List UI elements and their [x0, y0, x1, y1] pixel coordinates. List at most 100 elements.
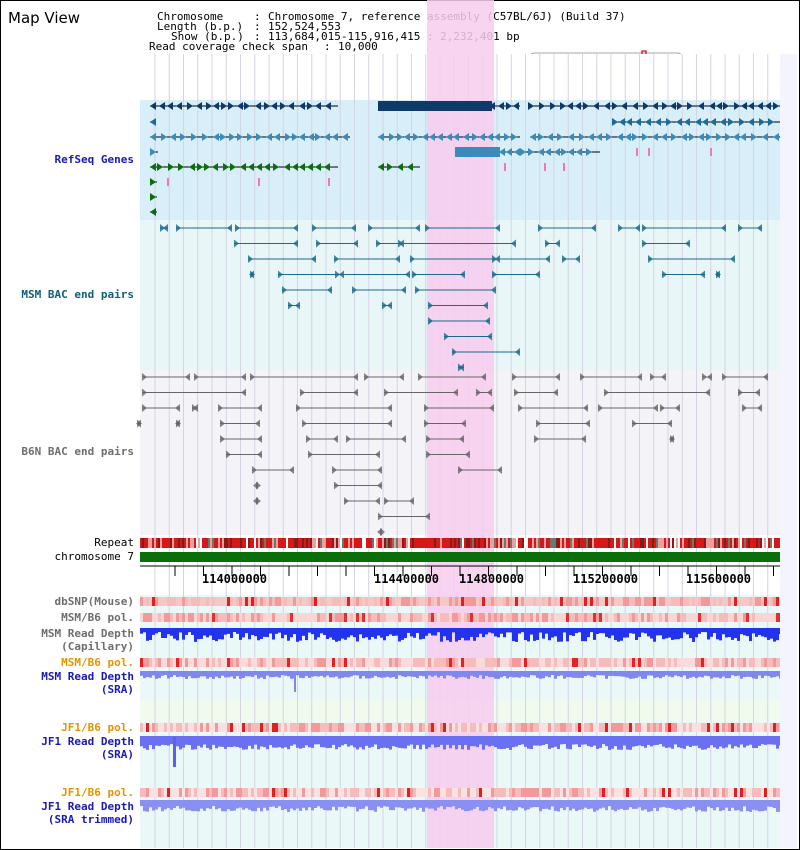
heat-cell	[761, 658, 764, 667]
track-label-msm-b6-pol[interactable]: MSM/B6 pol.	[61, 611, 134, 624]
heat-cell	[401, 597, 404, 606]
repeat-track[interactable]	[140, 538, 780, 548]
heat-cell	[545, 723, 548, 732]
bac-end	[487, 388, 492, 397]
heat-cell	[422, 658, 425, 667]
heat-cell	[467, 613, 470, 622]
depth-bar	[665, 736, 668, 748]
depth-bar	[374, 800, 377, 812]
heat-cell	[755, 788, 758, 797]
heat-cell	[533, 613, 536, 622]
heat-cell	[212, 723, 215, 732]
track-label-jf1-depth-trimmed[interactable]: JF1 Read Depth	[41, 800, 134, 813]
heat-cell	[182, 723, 185, 732]
depth-bar	[329, 628, 332, 638]
depth-bar	[737, 736, 740, 748]
repeat-segment	[652, 538, 654, 548]
depth-bar	[587, 800, 590, 810]
heat-cell	[347, 788, 350, 797]
bac-end	[218, 404, 223, 412]
heat-cell	[650, 788, 653, 797]
track-label-jf1-b6-pol[interactable]: JF1/B6 pol.	[61, 721, 134, 734]
gene-exon	[604, 102, 610, 110]
track-label-msm-bac[interactable]: MSM BAC end pairs	[21, 288, 134, 301]
repeat-segment	[528, 538, 530, 548]
depth-tracks[interactable]	[140, 628, 782, 812]
heat-cell	[515, 613, 518, 622]
heat-cell	[548, 597, 551, 606]
depth-bar	[191, 671, 194, 679]
bac-end	[424, 404, 429, 412]
heat-cell	[725, 723, 728, 732]
track-label-jf1-depth-sra[interactable]: JF1 Read Depth	[41, 735, 134, 748]
bac-end	[160, 224, 165, 232]
depth-bar	[341, 800, 344, 807]
repeat-segment	[368, 538, 370, 548]
depth-bar	[287, 736, 290, 750]
track-label-jf1-b6-pol-2[interactable]: JF1/B6 pol.	[61, 786, 134, 799]
depth-bar	[428, 628, 431, 634]
gene-marker	[563, 163, 565, 171]
heat-cell	[242, 723, 245, 732]
track-label-msm-depth-sra[interactable]: MSM Read Depth	[41, 670, 134, 683]
heat-cell	[155, 658, 158, 667]
gene-exon	[762, 133, 768, 141]
heat-cell	[764, 723, 767, 732]
depth-bar	[347, 628, 350, 638]
msm-bac-pairs[interactable]	[160, 224, 762, 372]
depth-bar	[389, 671, 392, 678]
heat-cell	[743, 788, 746, 797]
heat-cell	[251, 658, 254, 667]
gene-exon	[676, 118, 682, 126]
heat-cell	[209, 597, 212, 606]
heat-cell	[278, 597, 281, 606]
depth-bar	[431, 671, 434, 677]
heat-cell	[557, 723, 560, 732]
depth-bar	[410, 628, 413, 637]
heat-cell	[365, 788, 368, 797]
refseq-gene-rows[interactable]	[150, 101, 780, 216]
depth-bar	[725, 628, 728, 638]
depth-bar	[227, 628, 230, 634]
gene-exon	[472, 133, 478, 141]
track-label-refseq[interactable]: RefSeq Genes	[54, 153, 134, 166]
track-label-msm-b6-pol-2[interactable]: MSM/B6 pol.	[61, 656, 134, 669]
heat-cell	[767, 723, 770, 732]
heat-cell	[575, 613, 578, 622]
heat-cell	[266, 788, 269, 797]
bac-end	[514, 388, 519, 397]
chromosome-bar[interactable]	[140, 552, 780, 562]
gene-exon	[720, 118, 726, 126]
depth-bar	[566, 800, 569, 808]
b6n-bac-pairs[interactable]	[136, 373, 768, 536]
depth-bar	[563, 736, 566, 745]
gene-exon	[264, 163, 270, 171]
heat-cell	[653, 658, 656, 667]
depth-bar	[533, 736, 536, 746]
depth-bar	[587, 736, 590, 747]
depth-bar	[749, 628, 752, 642]
heat-cell	[563, 788, 566, 797]
depth-bar	[683, 671, 686, 676]
gene-exon	[494, 133, 500, 141]
heat-cell	[689, 788, 692, 797]
bac-end	[555, 239, 560, 248]
heat-cell	[722, 788, 725, 797]
heat-cell	[371, 597, 374, 606]
heat-cell	[599, 658, 602, 667]
track-label-msm-depth-capillary[interactable]: MSM Read Depth	[41, 627, 134, 640]
track-label-dbsnp[interactable]: dbSNP(Mouse)	[54, 595, 134, 608]
heat-cell	[242, 597, 245, 606]
heat-cell	[152, 788, 155, 797]
heat-tracks[interactable]	[140, 597, 782, 797]
gene-exon	[223, 163, 229, 171]
heat-cell	[323, 723, 326, 732]
heat-cell	[233, 597, 236, 606]
track-label-b6n-bac[interactable]: B6N BAC end pairs	[21, 445, 134, 458]
depth-bar	[341, 671, 344, 678]
depth-bar	[203, 800, 206, 811]
heat-cell	[377, 723, 380, 732]
heat-cell	[512, 658, 515, 667]
right-scroll-strip[interactable]	[780, 54, 797, 848]
heat-cell	[482, 613, 485, 622]
